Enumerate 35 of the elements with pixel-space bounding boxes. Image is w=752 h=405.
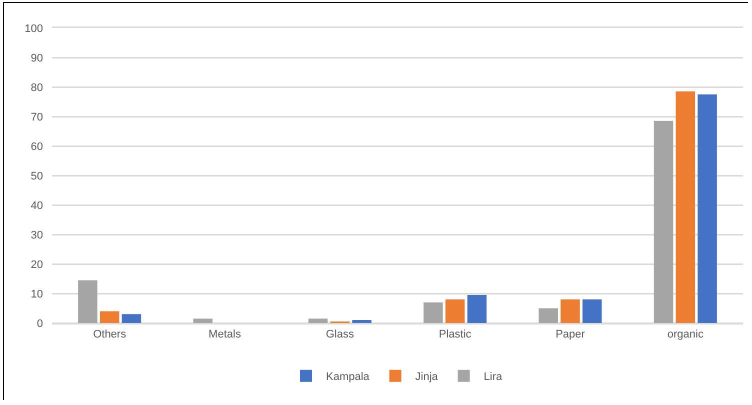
y-tick-label: 30 (30, 229, 43, 242)
bar (78, 280, 98, 323)
y-tick-label: 50 (30, 170, 43, 182)
bar (352, 320, 372, 323)
bar (654, 120, 674, 323)
y-tick-label: 60 (30, 140, 43, 153)
y-tick-label: 10 (30, 288, 43, 300)
y-tick-label: 70 (30, 111, 43, 124)
bar (560, 299, 580, 323)
bar (122, 314, 142, 323)
y-tick-label: 20 (30, 258, 43, 271)
legend-label: Kampala (326, 371, 370, 384)
bar (538, 308, 558, 323)
x-tick-label: Plastic (438, 328, 472, 341)
y-tick-label: 80 (30, 82, 43, 94)
bar (467, 294, 487, 323)
bar (698, 94, 717, 323)
y-tick-label: 100 (24, 22, 43, 35)
x-tick-label: Metals (208, 328, 242, 341)
x-tick-label: Glass (326, 328, 354, 341)
bar (676, 91, 696, 323)
bar (193, 318, 212, 323)
bar (100, 311, 120, 323)
bar (424, 302, 443, 323)
x-tick-label: Paper (556, 328, 586, 341)
x-tick-label: Others (93, 328, 127, 341)
legend-label: Jinja (415, 371, 439, 384)
x-tick-label: organic (667, 328, 704, 341)
bar (582, 299, 602, 323)
y-tick-label: 40 (30, 200, 43, 212)
bar (308, 318, 328, 323)
bar (445, 299, 465, 323)
y-tick-label: 0 (36, 318, 43, 330)
y-tick-label: 90 (30, 52, 43, 64)
legend-label: Lira (484, 371, 504, 384)
